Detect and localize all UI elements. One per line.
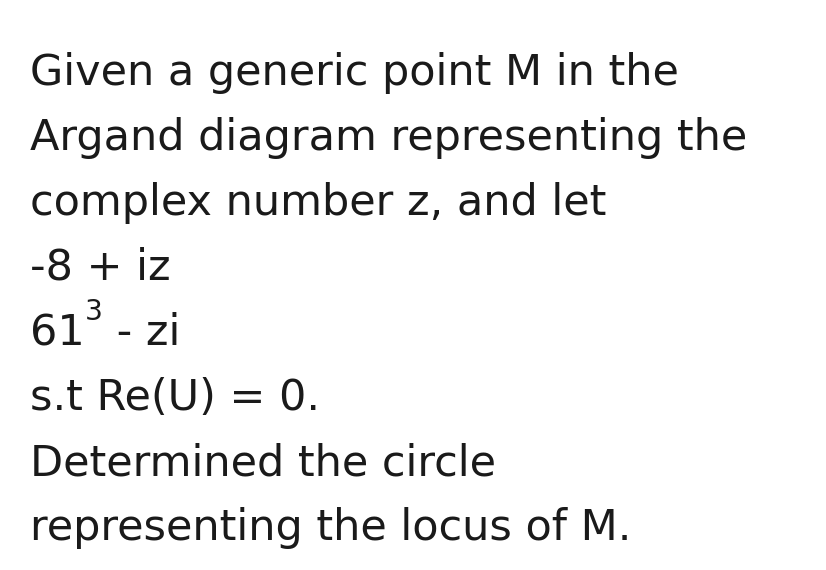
Text: 61: 61 bbox=[30, 312, 85, 354]
Text: -8 + iz: -8 + iz bbox=[30, 247, 171, 289]
Text: - zi: - zi bbox=[102, 312, 180, 354]
Text: representing the locus of M.: representing the locus of M. bbox=[30, 507, 631, 549]
Text: complex number z, and let: complex number z, and let bbox=[30, 182, 606, 224]
Text: Argand diagram representing the: Argand diagram representing the bbox=[30, 117, 748, 159]
Text: Given a generic point M in the: Given a generic point M in the bbox=[30, 52, 679, 94]
Text: 3: 3 bbox=[85, 298, 102, 326]
Text: s.t Re(U) = 0.: s.t Re(U) = 0. bbox=[30, 377, 320, 419]
Text: Determined the circle: Determined the circle bbox=[30, 442, 496, 484]
